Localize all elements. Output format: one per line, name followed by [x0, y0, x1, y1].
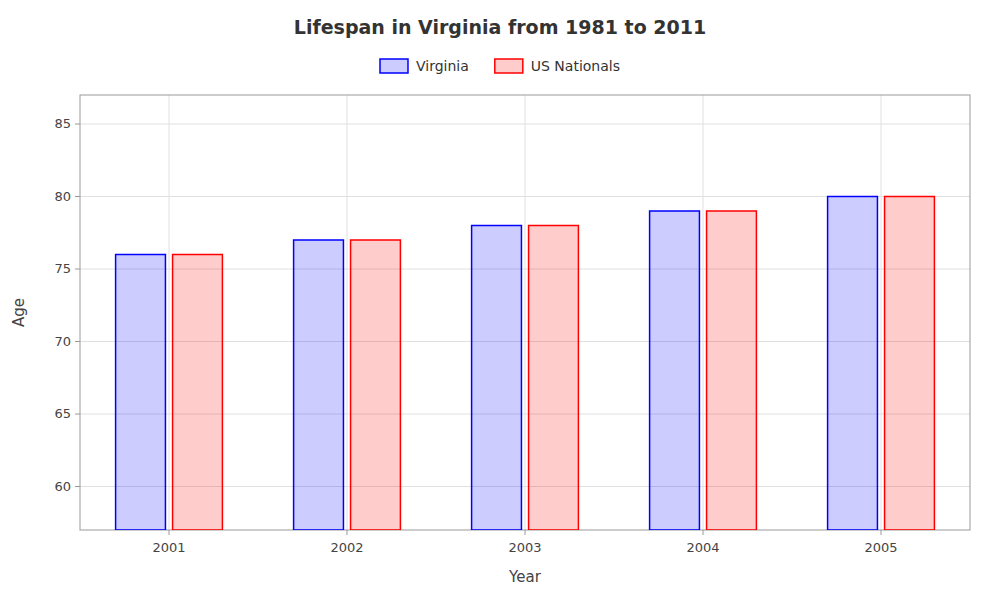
x-tick-label: 2001	[152, 540, 185, 555]
y-tick-label: 65	[54, 406, 71, 421]
page: {"chart_data": {"type": "bar", "title": …	[0, 0, 1000, 600]
bar	[885, 197, 935, 531]
y-tick-label: 80	[54, 189, 71, 204]
legend-label: US Nationals	[531, 58, 620, 74]
x-tick	[169, 530, 170, 535]
bar	[529, 226, 579, 531]
x-grid-line	[703, 95, 704, 530]
plot-frame	[80, 95, 970, 530]
x-grid-line	[169, 95, 170, 530]
y-tick-label: 60	[54, 479, 71, 494]
x-tick	[703, 530, 704, 535]
bar	[650, 211, 700, 530]
y-tick-label: 75	[54, 261, 71, 276]
x-tick-label: 2005	[864, 540, 897, 555]
x-axis: 2001 2002 2003 2004 2005	[152, 530, 897, 555]
y-tick	[75, 341, 80, 342]
y-tick	[75, 124, 80, 125]
legend-swatch	[380, 59, 408, 73]
x-grid-line	[347, 95, 348, 530]
x-axis-label: Year	[508, 568, 542, 586]
x-tick	[347, 530, 348, 535]
y-axis-label: Age	[10, 298, 28, 327]
x-tick-label: 2002	[330, 540, 363, 555]
grid	[80, 95, 970, 530]
legend: Virginia US Nationals	[380, 58, 620, 74]
bar	[294, 240, 344, 530]
bar	[828, 197, 878, 531]
x-tick-label: 2003	[508, 540, 541, 555]
bar	[472, 226, 522, 531]
chart-title: Lifespan in Virginia from 1981 to 2011	[294, 16, 706, 38]
chart-container: Lifespan in Virginia from 1981 to 2011 60…	[0, 0, 1000, 600]
x-grid-line	[525, 95, 526, 530]
legend-swatch	[495, 59, 523, 73]
y-axis: 60 65 70 75 80 85	[54, 116, 80, 494]
y-tick-label: 70	[54, 334, 71, 349]
y-tick	[75, 269, 80, 270]
x-tick	[881, 530, 882, 535]
bars	[116, 197, 935, 531]
y-tick	[75, 196, 80, 197]
bar	[351, 240, 401, 530]
x-tick-label: 2004	[686, 540, 719, 555]
bar	[707, 211, 757, 530]
chart-svg: Lifespan in Virginia from 1981 to 2011 60…	[0, 0, 1000, 600]
bar	[173, 255, 223, 531]
y-tick	[75, 486, 80, 487]
legend-label: Virginia	[416, 58, 469, 74]
y-tick-label: 85	[54, 116, 71, 131]
x-tick	[525, 530, 526, 535]
x-grid-line	[881, 95, 882, 530]
y-tick	[75, 414, 80, 415]
bar	[116, 255, 166, 531]
